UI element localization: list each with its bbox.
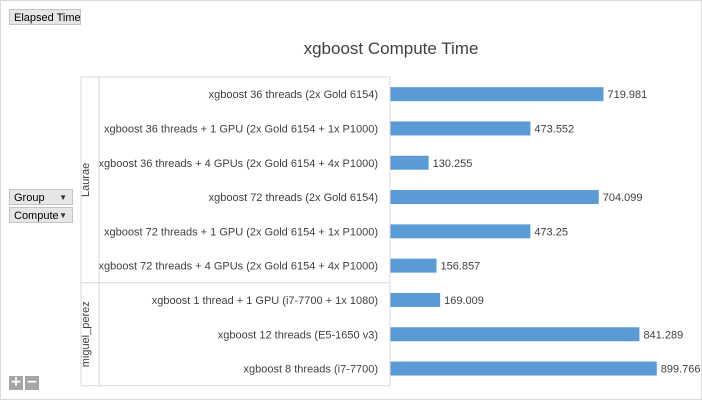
data-label: 169.009 <box>444 295 484 307</box>
bar <box>390 224 531 239</box>
category-label: xgboost 36 threads + 1 GPU (2x Gold 6154… <box>104 123 378 135</box>
group-label: miguel_perez <box>80 301 92 367</box>
elapsed-time-field-button[interactable]: Elapsed Time <box>9 9 81 25</box>
category-label: xgboost 72 threads + 4 GPUs (2x Gold 615… <box>99 261 378 273</box>
bar <box>390 190 599 205</box>
data-label: 473.552 <box>534 123 574 135</box>
data-label: 156.857 <box>441 261 481 273</box>
data-label: 130.255 <box>433 158 473 170</box>
category-label: xgboost 72 threads + 1 GPU (2x Gold 6154… <box>104 226 378 238</box>
data-label: 473.25 <box>534 226 568 238</box>
chevron-down-icon: ▼ <box>59 193 67 202</box>
data-label: 704.099 <box>603 192 643 204</box>
group-field-button[interactable]: Group ▼ <box>9 189 73 205</box>
bar <box>390 121 531 136</box>
bar <box>390 155 429 170</box>
compute-field-label: Compute <box>14 210 59 222</box>
category-label: xgboost 36 threads + 4 GPUs (2x Gold 615… <box>99 158 378 170</box>
bar <box>390 258 437 273</box>
category-label: xgboost 72 threads (2x Gold 6154) <box>209 192 378 204</box>
collapse-field-button[interactable]: − <box>25 374 39 390</box>
chevron-down-icon: ▼ <box>59 211 67 220</box>
group-field-label: Group <box>14 192 45 204</box>
bar <box>390 87 604 102</box>
data-label: 719.981 <box>607 89 647 101</box>
compute-field-button[interactable]: Compute ▼ <box>9 207 73 223</box>
group-label: Laurae <box>80 163 92 197</box>
chart-title: xgboost Compute Time <box>303 39 479 58</box>
data-label: 899.766 <box>661 364 701 376</box>
expand-field-button[interactable]: + <box>9 374 23 390</box>
category-label: xgboost 1 thread + 1 GPU (i7-7700 + 1x 1… <box>152 295 378 307</box>
data-label: 841.289 <box>643 329 683 341</box>
category-label: xgboost 8 threads (i7-7700) <box>243 364 378 376</box>
category-label: xgboost 36 threads (2x Gold 6154) <box>209 89 378 101</box>
bar <box>390 292 441 307</box>
category-label: xgboost 12 threads (E5-1650 v3) <box>218 329 378 341</box>
bar <box>390 327 640 342</box>
bar <box>390 361 657 376</box>
